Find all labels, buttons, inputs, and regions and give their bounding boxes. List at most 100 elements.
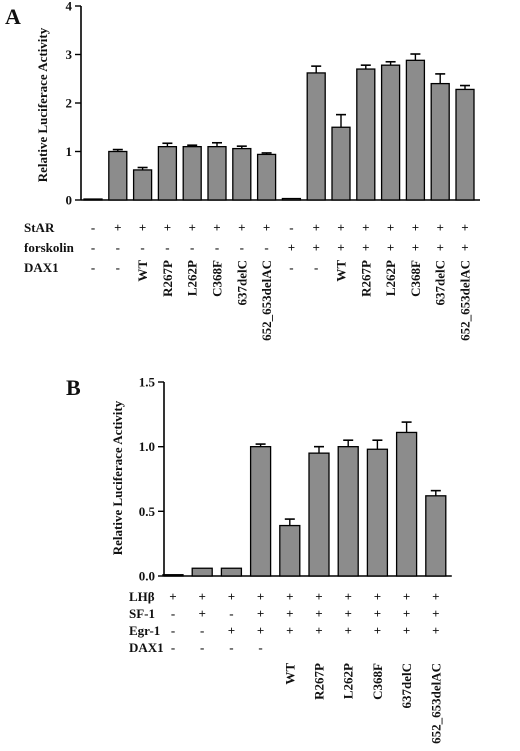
panel-a-condition-mark: - bbox=[91, 260, 95, 275]
panel-b-ylabel: Relative Luciferace Activity bbox=[110, 400, 125, 555]
panel-a-condition-mark: - bbox=[140, 240, 144, 255]
panel-b-y-tick-label: 0.5 bbox=[139, 504, 156, 519]
panel-a-condition-mark: - bbox=[215, 240, 219, 255]
panel-b-row-label: SF-1 bbox=[129, 606, 155, 621]
panel-a-bar bbox=[256, 153, 277, 201]
panel-b-condition-label: WT bbox=[282, 663, 297, 685]
panel-b-condition-mark: - bbox=[171, 606, 175, 621]
panel-a-condition-mark: + bbox=[362, 240, 369, 255]
panel-a-condition-label: C368F bbox=[210, 260, 225, 297]
panel-b-condition-mark: - bbox=[171, 640, 175, 655]
panel-a-condition-mark: + bbox=[387, 240, 394, 255]
panel-b-condition-mark: + bbox=[198, 606, 205, 621]
panel-a-ylabel: Relative Luciferace Activity bbox=[35, 27, 50, 182]
panel-b-condition-mark: - bbox=[229, 606, 233, 621]
panel-b-bar bbox=[279, 524, 301, 577]
panel-a-condition-mark: + bbox=[461, 220, 468, 235]
panel-b-y-tick-label: 0.0 bbox=[139, 569, 155, 584]
panel-a-y-tick-label: 0 bbox=[66, 193, 73, 208]
panel-b-bar bbox=[162, 574, 184, 577]
panel-b-condition-mark: + bbox=[374, 606, 381, 621]
panel-a-bar bbox=[405, 59, 426, 201]
panel-a-condition-mark: + bbox=[263, 220, 270, 235]
panel-b-row-label: DAX1 bbox=[129, 640, 164, 655]
panel-a-condition-label: C368F bbox=[408, 260, 423, 297]
panel-a-condition-mark: - bbox=[314, 260, 318, 275]
panel-b-bar bbox=[191, 567, 213, 577]
panel-a-condition-label: L262P bbox=[383, 260, 398, 296]
panel-a-bar bbox=[306, 72, 326, 201]
panel-a-condition-mark: + bbox=[436, 220, 443, 235]
panel-a-condition-mark: - bbox=[289, 260, 293, 275]
panel-b-condition-mark: + bbox=[257, 606, 264, 621]
panel-b-condition-label: R267P bbox=[312, 663, 327, 700]
panel-b-condition-mark: - bbox=[258, 640, 262, 655]
panel-a-bar bbox=[356, 68, 376, 201]
panel-a-bar bbox=[331, 126, 351, 201]
panel-b-letter: B bbox=[66, 375, 81, 400]
panel-b-condition-mark: + bbox=[403, 589, 410, 604]
panel-b-bar bbox=[249, 446, 272, 577]
panel-a-row-label: forskolin bbox=[24, 240, 75, 255]
panel-a-condition-mark: - bbox=[116, 240, 120, 255]
panel-b-row-label: LHβ bbox=[129, 589, 155, 604]
panel-b-bar bbox=[395, 431, 418, 577]
panel-b-condition-mark: + bbox=[286, 589, 293, 604]
panel-b-condition-mark: - bbox=[171, 623, 175, 638]
panel-b-condition-label: L262P bbox=[341, 663, 356, 699]
panel-b-bar bbox=[425, 495, 447, 577]
panel-a-bar bbox=[281, 197, 302, 201]
panel-b-condition-mark: - bbox=[200, 623, 204, 638]
panel-a-letter: A bbox=[5, 4, 21, 29]
panel-b-y-tick-label: 1.5 bbox=[139, 375, 156, 390]
panel-a-chart: 0 1 2 3 4 StAR - + + + + + + + - + + + + + + + forskolin - - - - - -… bbox=[24, 0, 480, 341]
panel-b-condition-mark: + bbox=[257, 589, 264, 604]
panel-a-condition-label: R267P bbox=[160, 260, 175, 297]
panel-b-condition-label: 637delC bbox=[399, 663, 414, 709]
panel-a-row-label: DAX1 bbox=[24, 260, 59, 275]
panel-b-bar bbox=[337, 446, 359, 577]
panel-a-y-tick-label: 3 bbox=[66, 47, 73, 62]
panel-a-condition-mark: + bbox=[337, 240, 344, 255]
panel-b-condition-mark: + bbox=[315, 623, 322, 638]
panel-b-condition-mark: + bbox=[315, 606, 322, 621]
panel-a-condition-mark: + bbox=[213, 220, 220, 235]
panel-a-row-label: StAR bbox=[24, 220, 55, 235]
panel-a-bar bbox=[207, 145, 227, 201]
panel-a-condition-mark: + bbox=[312, 220, 319, 235]
panel-a-condition-mark: + bbox=[436, 240, 443, 255]
panel-a-condition-mark: + bbox=[362, 220, 369, 235]
panel-a-condition-mark: + bbox=[412, 240, 419, 255]
panel-a-y-tick-label: 4 bbox=[66, 0, 73, 14]
panel-b-condition-mark: + bbox=[344, 606, 351, 621]
panel-a-condition-label: WT bbox=[135, 260, 150, 282]
panel-b-condition-mark: + bbox=[344, 623, 351, 638]
panel-a-condition-label: R267P bbox=[358, 260, 373, 297]
panel-b-condition-mark: + bbox=[432, 623, 439, 638]
panel-a-condition-label: L262P bbox=[185, 260, 200, 296]
panel-a-condition-mark: - bbox=[116, 260, 120, 275]
panel-a-condition-label: WT bbox=[334, 260, 349, 282]
panel-b-condition-mark: + bbox=[198, 589, 205, 604]
panel-b-condition-mark: - bbox=[200, 640, 204, 655]
panel-b-condition-mark: + bbox=[228, 623, 235, 638]
panel-a-condition-mark: + bbox=[114, 220, 121, 235]
panel-a-condition-mark: - bbox=[240, 240, 244, 255]
panel-b-condition-mark: + bbox=[286, 606, 293, 621]
panel-a-y-tick-label: 1 bbox=[66, 144, 73, 159]
panel-b-condition-mark: + bbox=[403, 623, 410, 638]
panel-b-condition-mark: - bbox=[229, 640, 233, 655]
panel-b-condition-label: 652_653delAC bbox=[428, 663, 443, 744]
panel-b-condition-mark: + bbox=[374, 623, 381, 638]
panel-a-bar bbox=[380, 64, 401, 201]
panel-a-bar bbox=[132, 169, 153, 201]
panel-a-y-tick-label: 2 bbox=[66, 96, 73, 111]
panel-b-condition-mark: + bbox=[315, 589, 322, 604]
panel-b-condition-mark: + bbox=[286, 623, 293, 638]
panel-a-condition-mark: + bbox=[461, 240, 468, 255]
panel-a-bar bbox=[455, 88, 475, 201]
panel-a-condition-label: 637delC bbox=[433, 260, 448, 306]
panel-a-condition-mark: + bbox=[412, 220, 419, 235]
panel-a-bar bbox=[430, 82, 450, 201]
panel-b-bar bbox=[220, 567, 243, 577]
